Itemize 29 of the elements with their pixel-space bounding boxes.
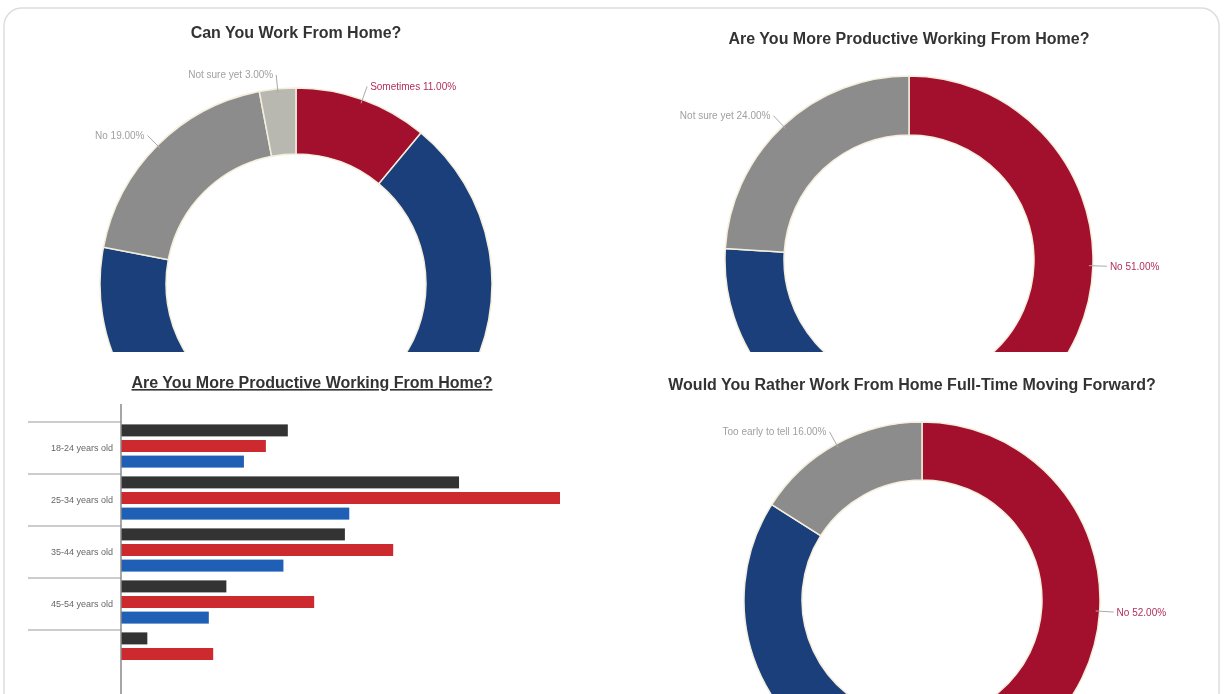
y-tick-label: 18-24 years old xyxy=(50,443,113,454)
bar xyxy=(121,440,266,452)
slice-label: No 51.00% xyxy=(1109,260,1160,272)
y-tick-label: 25-34 years old xyxy=(50,495,113,506)
chart-title: Would You Rather Work From Home Full-Time Moving Forward? xyxy=(668,376,1156,393)
slice-label: Not sure yet 3.00% xyxy=(188,69,274,81)
bar xyxy=(121,580,227,593)
slice-label: Sometimes 11.00% xyxy=(370,80,457,92)
chart-title: Can You Work From Home? xyxy=(190,24,402,41)
chart-title: Are You More Productive Working From Home? xyxy=(728,30,1090,47)
slice-label: No 19.00% xyxy=(95,130,145,142)
y-tick-label: 35-44 years old xyxy=(50,547,113,558)
bar xyxy=(121,632,148,645)
bar xyxy=(121,544,394,556)
y-tick-label: 45-54 years old xyxy=(50,599,113,610)
bar xyxy=(121,648,214,660)
bar xyxy=(121,476,460,489)
slice-label: Not sure yet 24.00% xyxy=(679,110,771,122)
slice-label: No 52.00% xyxy=(1116,606,1167,618)
chart-title: Are You More Productive Working From Home? xyxy=(131,374,493,391)
bar xyxy=(121,492,560,504)
bar xyxy=(121,507,350,520)
bar xyxy=(121,424,288,437)
slice-label: Too early to tell 16.00% xyxy=(722,426,827,438)
bar xyxy=(121,455,244,468)
bar xyxy=(121,611,209,624)
bar xyxy=(121,528,345,541)
bar xyxy=(121,559,284,572)
bar xyxy=(121,596,315,608)
